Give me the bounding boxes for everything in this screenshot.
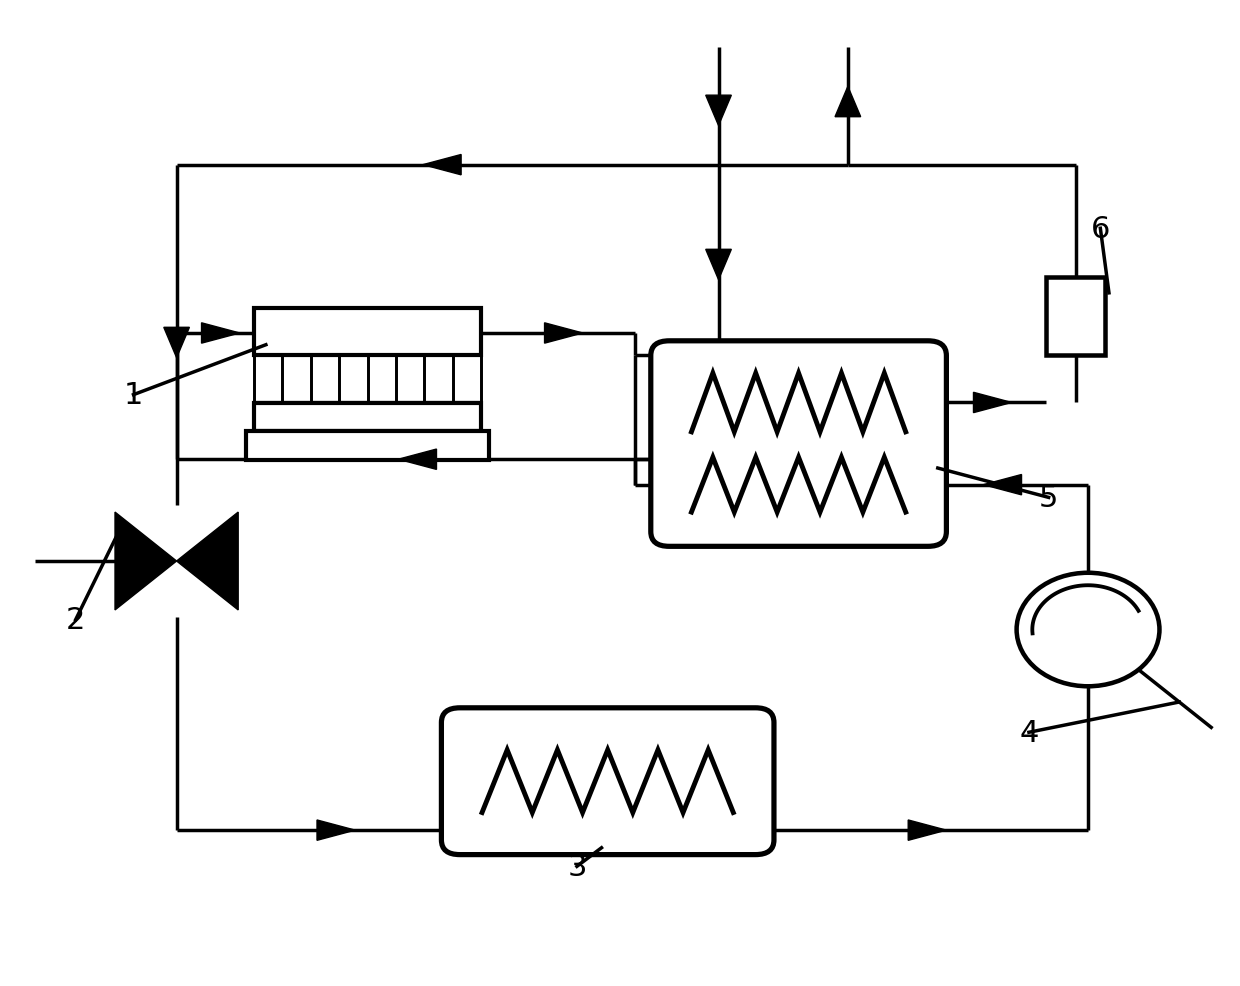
Polygon shape [908,820,946,840]
Text: 4: 4 [1019,718,1039,747]
Polygon shape [706,96,732,126]
Polygon shape [706,250,732,280]
Polygon shape [317,820,355,840]
Text: 1: 1 [124,381,143,410]
Polygon shape [544,323,583,344]
Polygon shape [398,450,436,470]
Text: 3: 3 [567,852,587,880]
Polygon shape [164,328,190,358]
FancyBboxPatch shape [651,341,946,547]
FancyBboxPatch shape [441,708,774,855]
Polygon shape [983,475,1022,495]
Polygon shape [202,323,239,344]
Polygon shape [973,392,1012,413]
Text: 2: 2 [66,605,86,635]
Polygon shape [835,88,861,117]
Text: 6: 6 [1091,215,1110,244]
Polygon shape [176,513,238,610]
Bar [253,404,481,432]
Bar [247,432,489,460]
Polygon shape [423,156,461,176]
Text: 5: 5 [1039,483,1058,513]
Bar [253,309,481,355]
Polygon shape [115,513,176,610]
Bar [1047,278,1105,356]
